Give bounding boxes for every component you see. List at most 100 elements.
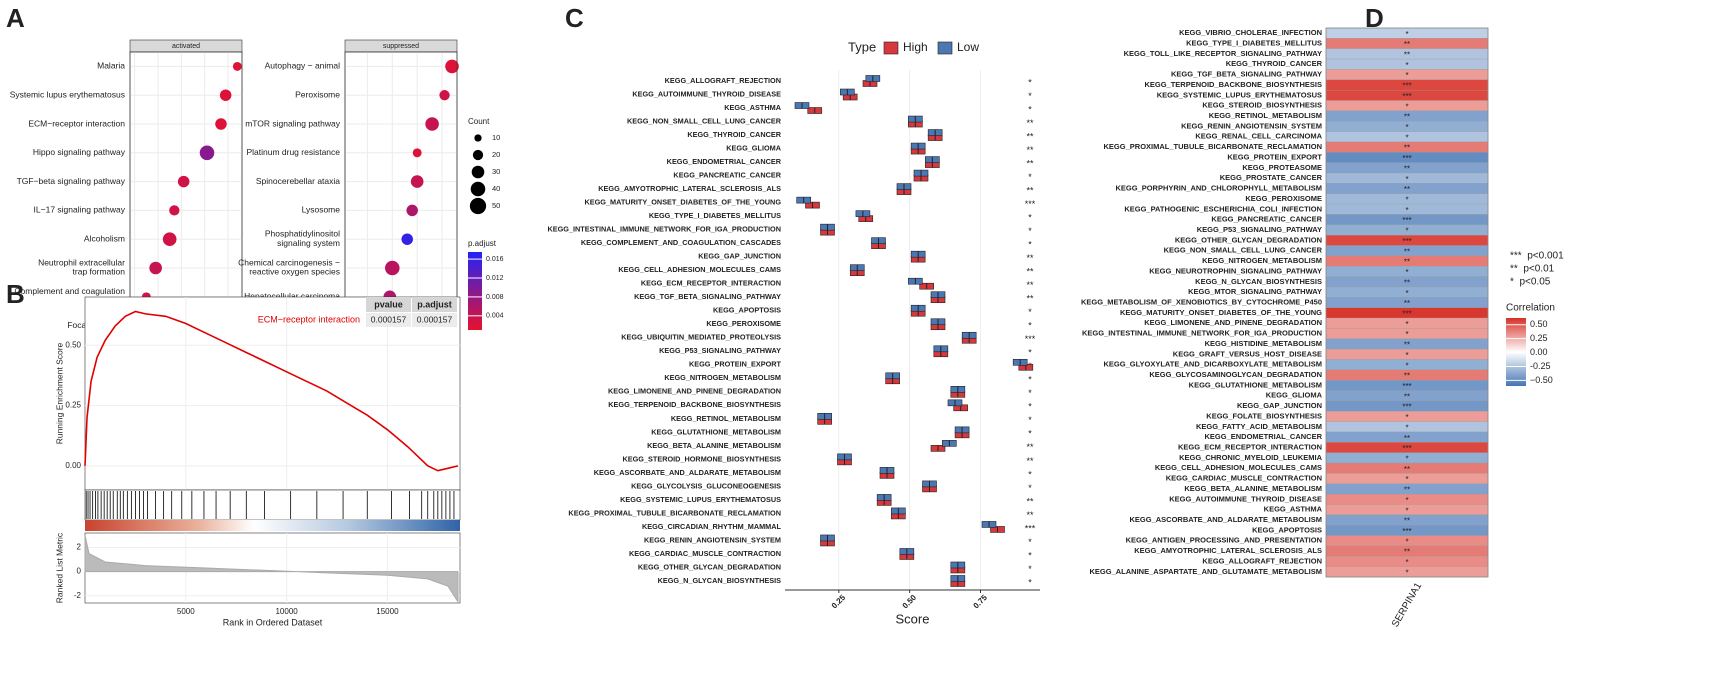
legend-size (474, 134, 482, 142)
dot (412, 148, 422, 158)
legend-label: 0.012 (486, 275, 504, 282)
y-tick-label: KEGG_AUTOIMMUNE_THYROID_DISEASE (632, 89, 781, 98)
cell-stars: * (1405, 330, 1408, 339)
x-axis-label: Score (896, 611, 930, 626)
significance: * (1028, 469, 1032, 479)
significance: ** (1026, 131, 1034, 141)
significance: * (1028, 240, 1032, 250)
cell-stars: ** (1404, 247, 1410, 256)
row-label: KEGG_AMYOTROPHIC_LATERAL_SCLEROSIS_ALS (1134, 546, 1322, 555)
dot (401, 233, 413, 245)
cell-stars: *** (1402, 309, 1411, 318)
row-label: KEGG_BETA_ALANINE_METABOLISM (1184, 484, 1322, 493)
y-tick-label: KEGG_AMYOTROPHIC_LATERAL_SCLEROSIS_ALS (598, 184, 781, 193)
table-header-text: pvalue (374, 299, 403, 309)
y-tick-label: Chemical carcinogenesis − reactive oxygen… (238, 258, 340, 277)
cell-stars: * (1405, 537, 1408, 546)
significance: *** (1025, 523, 1036, 533)
colorbar-label: -0.25 (1530, 361, 1551, 371)
dot (445, 59, 459, 74)
cell-stars: ** (1404, 51, 1410, 60)
y-tick-label: KEGG_ASCORBATE_AND_ALDARATE_METABOLISM (594, 468, 781, 477)
row-label: KEGG_MTOR_SIGNALING_PATHWAY (1188, 287, 1322, 296)
cell-stars: ** (1404, 465, 1410, 474)
dot (219, 89, 232, 101)
cell-stars: * (1405, 268, 1408, 277)
row-label: KEGG_PANCREATIC_CANCER (1211, 215, 1322, 224)
legend-label: 50 (492, 201, 500, 210)
y-tick-label: KEGG_LIMONENE_AND_PINENE_DEGRADATION (608, 387, 781, 396)
x-tick-label: 0.75 (972, 593, 990, 611)
row-label: KEGG_MATURITY_ONSET_DIABETES_OF_THE_YOUN… (1120, 308, 1322, 317)
row-label: KEGG_CELL_ADHESION_MOLECULES_CAMS (1155, 463, 1322, 472)
cell-stars: * (1405, 196, 1408, 205)
panel-letter: D (1365, 3, 1384, 33)
y-tick-label: KEGG_RENIN_ANGIOTENSIN_SYSTEM (644, 535, 781, 544)
legend-title: Correlation (1506, 303, 1555, 314)
significance: ** (1026, 185, 1034, 195)
row-label: KEGG_FOLATE_BIOSYNTHESIS (1206, 411, 1322, 420)
cell-stars: * (1405, 558, 1408, 567)
row-label: KEGG_RENIN_ANGIOTENSIN_SYSTEM (1181, 121, 1322, 130)
significance: ** (1026, 496, 1034, 506)
significance: * (1028, 483, 1032, 493)
x-tick-label: 15000 (376, 607, 399, 616)
row-label: KEGG_PROSTATE_CANCER (1220, 173, 1323, 182)
y-tick-label: KEGG_BETA_ALANINE_METABOLISM (647, 441, 781, 450)
cell-stars: *** (1402, 92, 1411, 101)
dot (406, 204, 418, 217)
significance: * (1028, 577, 1032, 587)
y-tick-label: KEGG_CARDIAC_MUSCLE_CONTRACTION (629, 549, 781, 558)
significance: ** (1026, 253, 1034, 263)
cell-stars: * (1405, 227, 1408, 236)
facet-label: suppressed (383, 43, 419, 50)
cell-stars: *** (1402, 216, 1411, 225)
significance: ** (1026, 267, 1034, 277)
legend-size (470, 181, 486, 197)
dot (410, 175, 424, 188)
legend-label: 20 (492, 150, 500, 159)
y-axis-label: Ranked List Metric (54, 532, 64, 603)
dot (149, 261, 162, 275)
table-header (366, 297, 411, 312)
significance-legend: *** p<0.001 (1510, 251, 1564, 262)
row-label: KEGG_TOLL_LIKE_RECEPTOR_SIGNALING_PATHWA… (1124, 49, 1322, 58)
panel-letter: C (565, 3, 584, 33)
row-label: KEGG_RENAL_CELL_CARCINOMA (1195, 132, 1322, 141)
y-tick-label: 0.00 (65, 461, 81, 470)
cell-stars: ** (1404, 40, 1410, 49)
table-cell-text: 0.000157 (371, 314, 407, 324)
cell-stars: * (1405, 475, 1408, 484)
row-label: KEGG_HISTIDINE_METABOLISM (1205, 339, 1322, 348)
row-label: KEGG_ALLOGRAFT_REJECTION (1202, 556, 1322, 565)
cell-stars: * (1405, 71, 1408, 80)
x-axis-label: Rank in Ordered Dataset (223, 617, 323, 627)
table-header-text: p.adjust (417, 299, 452, 309)
significance: * (1028, 307, 1032, 317)
y-tick-label: KEGG_PROXIMAL_TUBULE_BICARBONATE_RECLAMA… (568, 508, 781, 517)
row-label: KEGG_GAP_JUNCTION (1237, 401, 1322, 410)
cell-stars: ** (1404, 392, 1410, 401)
y-tick-label: KEGG_COMPLEMENT_AND_COAGULATION_CASCADES (581, 238, 781, 247)
cell-stars: *** (1402, 403, 1411, 412)
y-tick-label: KEGG_INTESTINAL_IMMUNE_NETWORK_FOR_IGA_P… (547, 225, 781, 234)
row-label: KEGG_TERPENOID_BACKBONE_BIOSYNTHESIS (1144, 80, 1322, 89)
significance: * (1028, 550, 1032, 560)
cell-stars: * (1405, 506, 1408, 515)
legend-size (472, 149, 484, 161)
dot (199, 145, 215, 161)
y-tick-label: Platinum drug resistance (246, 147, 340, 157)
cell-stars: ** (1404, 341, 1410, 350)
significance: ** (1026, 158, 1034, 168)
y-tick-label: KEGG_RETINOL_METABOLISM (671, 414, 781, 423)
row-label: KEGG_TYPE_I_DIABETES_MELLITUS (1186, 39, 1322, 48)
colorbar (468, 252, 482, 330)
legend-label: 30 (492, 167, 500, 176)
cell-stars: * (1405, 61, 1408, 70)
significance: *** (1025, 199, 1036, 209)
y-tick-label: Spinocerebellar ataxia (256, 176, 340, 186)
y-tick-label: KEGG_SYSTEMIC_LUPUS_ERYTHEMATOSUS (620, 495, 781, 504)
legend-label: 0.004 (486, 313, 504, 320)
cell-stars: * (1405, 568, 1408, 577)
